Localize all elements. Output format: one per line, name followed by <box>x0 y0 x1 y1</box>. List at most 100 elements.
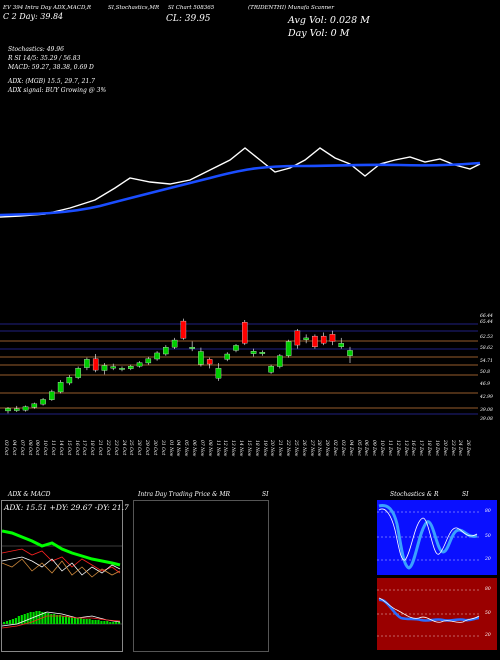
trend-line-chart <box>0 147 481 218</box>
candle-body <box>171 339 178 348</box>
macd-bar <box>70 617 73 624</box>
date-tick: 29 Oct <box>144 440 149 456</box>
macd-bar <box>97 620 100 624</box>
candle-body <box>92 358 99 371</box>
rsi-tick-80: 80 <box>485 587 491 592</box>
candle-body <box>215 368 222 379</box>
date-tick: 06 Dec <box>363 440 369 456</box>
stoch-tick-80: 80 <box>485 509 491 514</box>
candle-body <box>49 391 55 400</box>
rsi-panel: 80 50 20 <box>377 578 497 650</box>
date-tick: 24 Oct <box>120 440 126 456</box>
adx-value: ADX: (MGB) 15.5, 29.7, 21.7 <box>8 78 95 85</box>
macd-bar <box>118 622 121 624</box>
date-tick: 18 Nov <box>253 440 259 457</box>
candle-body <box>233 345 239 351</box>
date-tick: 04 Nov <box>175 440 181 457</box>
stoch-panel-title: Stochastics & R <box>390 491 439 498</box>
macd-bar <box>64 616 68 624</box>
date-tick: 04 Dec <box>347 440 353 456</box>
date-tick: 11 Nov <box>214 440 220 457</box>
date-tick: 28 Nov <box>316 440 322 457</box>
date-tick: 05 Nov <box>183 440 189 457</box>
candle-body <box>294 330 301 346</box>
candle-body <box>198 351 204 365</box>
date-tick: 24 Dec <box>457 440 463 456</box>
macd-bar <box>56 615 59 624</box>
date-tick: 25 Oct <box>128 440 134 456</box>
stoch-lines <box>377 504 481 570</box>
candle-body <box>268 366 274 373</box>
candle-body <box>128 366 134 369</box>
date-tick: 22 Oct <box>104 440 110 456</box>
price-tick-9: 39.08 <box>480 417 493 422</box>
stoch-tick-20: 20 <box>485 557 491 562</box>
date-axis: 03 Oct 04 Oct 07 Oct 08 Oct 09 Oct 10 Oct 11 O… <box>0 438 480 488</box>
avg-vol-label: Avg Vol: 0.028 M <box>288 15 370 26</box>
candle-body <box>285 341 292 356</box>
candle-body <box>303 337 309 340</box>
candle-body <box>312 335 318 348</box>
date-tick: 15 Nov <box>245 440 251 457</box>
date-tick: 10 Oct <box>42 440 48 456</box>
macd-bar <box>53 614 56 624</box>
macd-bar <box>88 619 91 624</box>
date-tick: 09 Dec <box>371 440 377 456</box>
candle-body <box>329 334 336 342</box>
date-tick: 21 Nov <box>277 440 283 457</box>
adx-signal: ADX signal: BUY Growing @ 3% <box>8 87 107 94</box>
adx-panel: ADX: 15.51 +DY: 29.67 -DY: 21.7 <box>1 500 129 652</box>
date-tick: 21 Oct <box>97 440 102 456</box>
date-tick: 07 Oct <box>18 440 24 456</box>
date-tick: 17 Oct <box>81 440 87 456</box>
rsi-tick-50: 50 <box>485 611 491 616</box>
header-line1-mid2: SI Chart 508365 <box>168 5 215 11</box>
macd-bar <box>112 622 115 624</box>
candle-body <box>40 399 46 405</box>
date-tick: 05 Dec <box>355 440 361 456</box>
macd-histogram <box>2 611 122 629</box>
mrsi-panel-title-si: SI <box>262 491 269 498</box>
macd-bar <box>8 620 12 624</box>
stochastics-value: Stochastics: 49.96 <box>8 46 64 53</box>
rsi-value: R SI 14/5: 35.29 / 56.83 <box>8 55 81 62</box>
price-tick-6: 46.9 <box>480 382 491 387</box>
date-tick: 09 Oct <box>34 440 40 456</box>
price-tick-2: 62.53 <box>480 335 493 340</box>
date-tick: 19 Dec <box>433 440 439 456</box>
date-tick: 13 Nov <box>230 440 236 457</box>
price-tick-0: 66.44 <box>480 314 493 319</box>
ema-line <box>0 161 481 217</box>
price-tick-3: 58.62 <box>480 346 493 351</box>
candle-body <box>145 358 152 364</box>
candle-body <box>154 352 160 360</box>
date-tick: 12 Nov <box>222 440 228 457</box>
candle-body <box>250 350 257 354</box>
date-tick: 26 Nov <box>300 440 306 457</box>
macd-bar <box>91 620 94 624</box>
date-tick: 08 Nov <box>206 440 212 457</box>
rsi-lines <box>377 589 481 637</box>
macd-bar <box>100 621 103 624</box>
macd-bar <box>17 616 20 624</box>
candlestick-chart <box>0 318 478 415</box>
header-two-day: C 2 Day: 39.84 <box>3 12 64 21</box>
candle-body <box>136 362 143 367</box>
stoch-panel: 80 50 20 <box>377 500 497 575</box>
macd-bar <box>50 614 53 624</box>
macd-bar <box>32 612 35 624</box>
candle-body <box>119 368 125 370</box>
date-tick: 19 Nov <box>261 440 267 457</box>
date-tick: 18 Oct <box>89 440 95 456</box>
macd-bar <box>35 611 38 624</box>
macd-bar <box>82 619 85 624</box>
date-tick: 20 Nov <box>269 440 275 457</box>
macd-bar <box>14 618 17 624</box>
macd-bar <box>44 612 47 624</box>
header-line1-left: EV 394 Intra Day ADX,MACD,R <box>3 5 92 11</box>
macd-bar <box>106 621 109 624</box>
date-tick: 11 Oct <box>50 440 55 456</box>
macd-bar <box>11 619 14 624</box>
candle-body <box>206 359 213 365</box>
price-line <box>0 147 481 218</box>
